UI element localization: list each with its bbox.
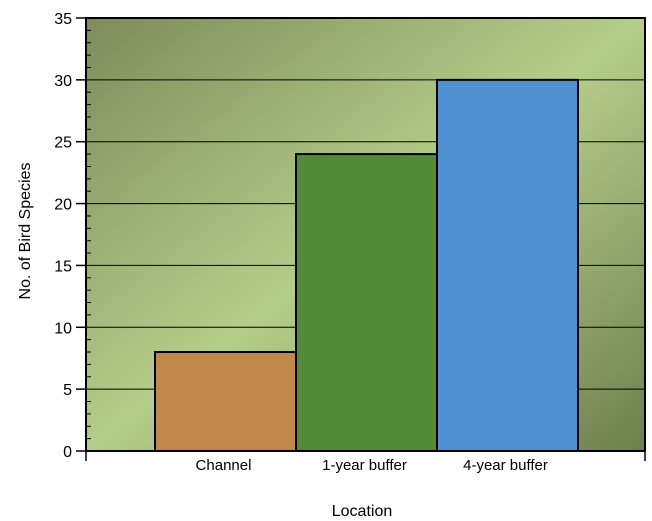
y-tick-label: 5 xyxy=(63,382,72,399)
y-tick-label: 35 xyxy=(54,11,72,28)
bar-channel xyxy=(154,351,297,452)
y-tick-label: 25 xyxy=(54,135,72,152)
x-axis-labels: Channel 1-year buffer 4-year buffer xyxy=(85,451,646,474)
y-tick-label: 0 xyxy=(63,444,72,461)
y-tick-label: 15 xyxy=(54,258,72,275)
y-axis-ticks: 0 5 10 15 20 25 30 35 xyxy=(54,11,86,461)
x-axis-title: Location xyxy=(332,503,393,520)
plot-border xyxy=(85,17,646,452)
y-axis-title: No. of Bird Species xyxy=(17,163,34,300)
bars xyxy=(154,78,579,452)
bar-1-year-buffer xyxy=(295,153,438,452)
y-tick-label: 30 xyxy=(54,73,72,90)
bar-4-year-buffer xyxy=(436,78,579,452)
x-tick-label: Channel xyxy=(196,457,252,474)
y-tick-label: 20 xyxy=(54,197,72,214)
x-tick-label: 4-year buffer xyxy=(463,457,548,474)
x-tick-label: 1-year buffer xyxy=(322,457,407,474)
y-tick-label: 10 xyxy=(54,320,72,337)
